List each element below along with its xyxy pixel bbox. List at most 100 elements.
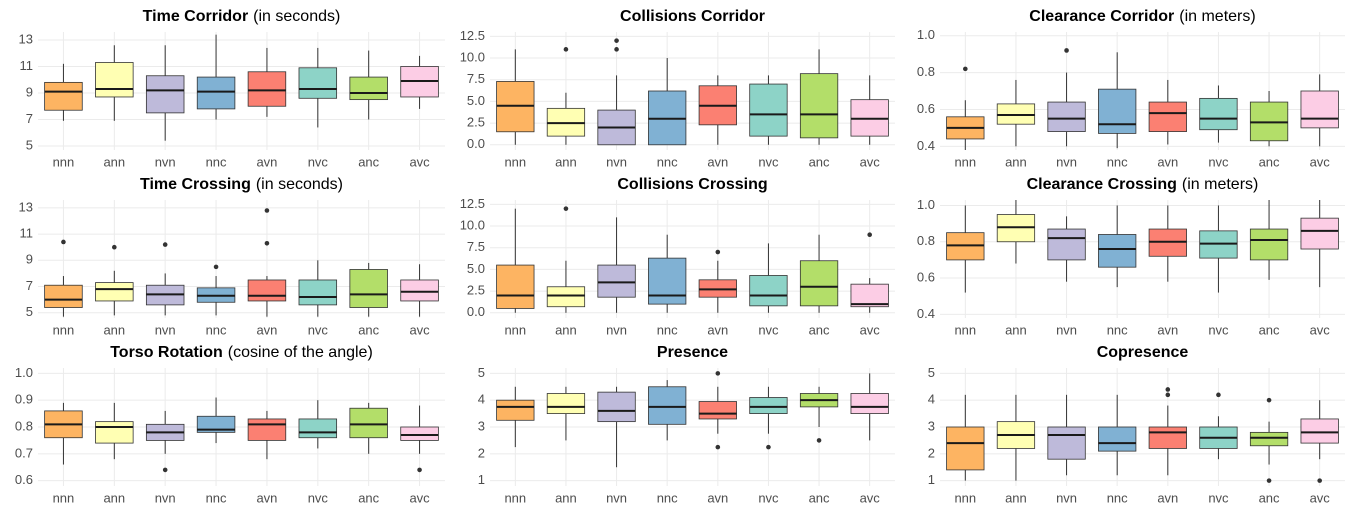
panel: Time Corridor (in seconds) 5 7 9 11 13 nnn ann nv… xyxy=(19,8,445,169)
chart-title: Presence xyxy=(657,344,728,361)
box xyxy=(749,397,788,414)
x-tick-label: nvc xyxy=(758,154,779,169)
y-tick-label: 4 xyxy=(478,392,485,407)
x-tick-label: nvn xyxy=(1056,322,1077,337)
y-tick-label: 9 xyxy=(26,84,33,99)
x-tick-label: nnn xyxy=(954,322,976,337)
outlier xyxy=(766,444,771,450)
outlier xyxy=(112,244,117,250)
x-tick-label: nvn xyxy=(155,322,176,337)
x-tick-label: nnc xyxy=(657,490,678,505)
y-tick-label: 10.0 xyxy=(460,217,485,232)
x-tick-label: avc xyxy=(1310,154,1331,169)
outlier xyxy=(264,240,270,246)
box xyxy=(648,386,687,425)
box xyxy=(44,284,83,308)
y-tick-label: 7 xyxy=(26,111,33,126)
x-tick-label: nvc xyxy=(308,154,329,169)
box xyxy=(496,399,535,421)
y-tick-label: 0.0 xyxy=(467,136,485,151)
x-tick-label: nnn xyxy=(504,490,526,505)
box xyxy=(1047,101,1086,132)
box xyxy=(496,264,535,309)
outlier xyxy=(1266,478,1272,483)
x-tick-label: nvn xyxy=(1056,490,1077,505)
y-tick-label: 12.5 xyxy=(460,196,485,211)
title-note: (cosine of the angle) xyxy=(228,344,373,361)
y-tick-label: 0.0 xyxy=(467,304,485,319)
outlier xyxy=(563,47,569,52)
box xyxy=(298,67,338,99)
box xyxy=(1098,426,1137,452)
x-tick-label: nvn xyxy=(606,154,627,169)
box xyxy=(400,279,439,302)
y-tick-label: 2.5 xyxy=(467,115,485,130)
box xyxy=(247,71,287,107)
box xyxy=(298,279,338,306)
x-tick-label: anc xyxy=(358,490,379,505)
y-tick-label: 0.4 xyxy=(917,138,935,153)
y-tick-label: 0.6 xyxy=(917,269,935,284)
outlier xyxy=(563,206,569,211)
x-tick-label: anc xyxy=(358,154,379,169)
box xyxy=(1098,88,1137,134)
x-tick-label: nnc xyxy=(206,154,227,169)
x-tick-label: avc xyxy=(860,154,881,169)
x-tick-label: avn xyxy=(1157,322,1178,337)
panel: Presence 1 2 3 4 5 nnn ann nvn nnc avn nvc anc avc xyxy=(478,344,895,505)
title-note: (in seconds) xyxy=(256,176,343,193)
x-tick-label: avc xyxy=(409,154,430,169)
outlier xyxy=(1317,478,1322,483)
box xyxy=(546,286,586,308)
outlier xyxy=(162,467,168,473)
outlier xyxy=(816,438,822,443)
box xyxy=(546,393,586,414)
chart-title: Time Crossing (in seconds) xyxy=(140,176,343,193)
y-tick-label: 1 xyxy=(928,472,935,487)
chart-title: Clearance Corridor (in meters) xyxy=(1029,8,1255,25)
box xyxy=(749,275,788,307)
y-tick-label: 1 xyxy=(478,472,485,487)
x-tick-label: anc xyxy=(358,322,379,337)
x-tick-label: avn xyxy=(707,322,728,337)
title-main: Collisions Crossing xyxy=(617,176,767,193)
x-tick-label: nnc xyxy=(1107,154,1128,169)
panel: Copresence 1 2 3 4 5 nnn ann nvn nnc avn nvc anc avc xyxy=(928,344,1345,505)
panel: Clearance Crossing (in meters) 0.4 0.6 0.8 1.… xyxy=(917,176,1345,337)
box xyxy=(648,257,687,305)
x-tick-label: nnn xyxy=(53,322,75,337)
x-tick-label: nnc xyxy=(657,154,678,169)
x-tick-label: ann xyxy=(103,490,125,505)
x-tick-label: nnc xyxy=(206,490,227,505)
outlier xyxy=(963,66,968,72)
y-tick-label: 0.8 xyxy=(917,233,935,248)
x-tick-label: nnn xyxy=(504,154,526,169)
x-tick-label: nnn xyxy=(53,490,75,505)
outlier xyxy=(1165,387,1171,392)
box xyxy=(349,407,388,439)
box xyxy=(799,260,839,307)
x-tick-label: ann xyxy=(1005,322,1027,337)
title-main: Time Crossing xyxy=(140,176,251,193)
box xyxy=(799,73,839,139)
x-tick-label: avc xyxy=(409,322,430,337)
box xyxy=(95,421,134,444)
x-tick-label: ann xyxy=(555,490,577,505)
y-tick-label: 0.6 xyxy=(917,101,935,116)
x-tick-label: avn xyxy=(1157,154,1178,169)
box xyxy=(1300,90,1339,129)
y-tick-label: 5 xyxy=(928,365,935,380)
box xyxy=(145,75,185,114)
panel: Time Crossing (in seconds) 5 7 9 11 13 nnn ann nv… xyxy=(19,176,445,337)
box xyxy=(946,426,985,471)
x-tick-label: avc xyxy=(860,322,881,337)
y-tick-label: 0.7 xyxy=(15,445,33,460)
chart-title: Torso Rotation (cosine of the angle) xyxy=(110,344,373,361)
title-note: (in meters) xyxy=(1179,8,1255,25)
box xyxy=(1199,97,1238,131)
x-tick-label: nvn xyxy=(155,490,176,505)
box xyxy=(1148,426,1187,449)
outlier xyxy=(867,232,872,238)
x-tick-label: nvc xyxy=(1208,322,1229,337)
